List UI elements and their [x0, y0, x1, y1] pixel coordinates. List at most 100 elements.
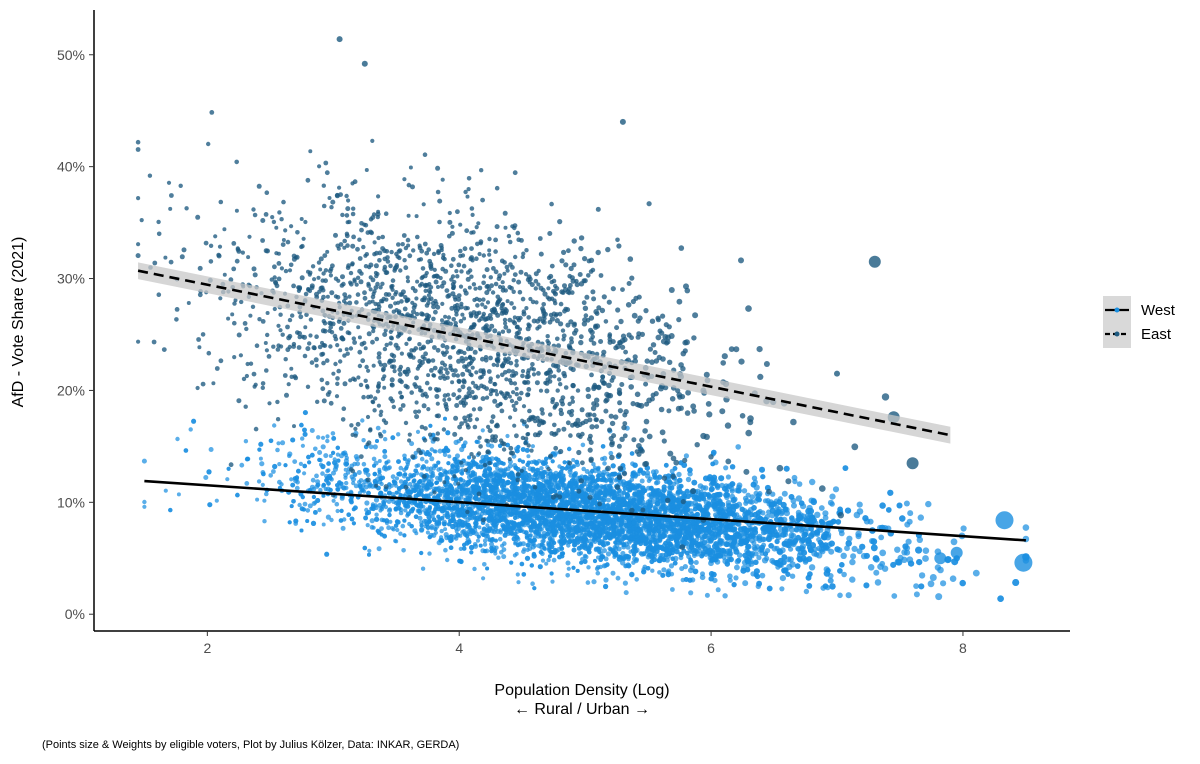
- data-point: [402, 453, 407, 459]
- data-point: [950, 538, 958, 546]
- data-point: [387, 465, 392, 470]
- data-point: [316, 435, 321, 440]
- data-point: [379, 506, 385, 512]
- data-point: [803, 588, 810, 595]
- data-point: [874, 579, 882, 586]
- data-point: [818, 505, 825, 511]
- data-point: [191, 418, 197, 424]
- data-point: [566, 566, 571, 571]
- data-point: [349, 474, 355, 480]
- data-point: [913, 583, 919, 589]
- data-point: [623, 590, 629, 596]
- data-point: [376, 546, 382, 552]
- data-point: [585, 580, 591, 585]
- data-point: [844, 545, 850, 552]
- data-point: [501, 547, 507, 552]
- data-point: [870, 538, 878, 545]
- data-point: [328, 487, 333, 493]
- data-point: [208, 447, 214, 452]
- data-point: [565, 573, 570, 578]
- data-point: [369, 524, 375, 530]
- data-point: [903, 500, 910, 507]
- data-point: [841, 571, 847, 578]
- data-point: [788, 532, 795, 539]
- data-point: [372, 478, 378, 484]
- data-point: [918, 583, 925, 590]
- data-point: [406, 458, 411, 463]
- data-point: [796, 481, 803, 487]
- data-point: [526, 454, 531, 459]
- data-point: [849, 558, 856, 566]
- data-point: [480, 428, 485, 433]
- data-point: [453, 439, 459, 445]
- data-point: [335, 508, 340, 514]
- data-points: [135, 36, 1033, 602]
- data-point: [424, 459, 429, 464]
- data-point: [302, 501, 308, 507]
- data-point: [809, 478, 816, 486]
- data-point: [300, 436, 305, 441]
- data-point: [501, 554, 507, 560]
- data-point: [530, 581, 535, 586]
- data-point: [483, 469, 488, 474]
- data-point: [716, 526, 723, 532]
- data-point: [791, 474, 798, 481]
- data-point: [686, 500, 692, 506]
- data-point: [904, 521, 911, 528]
- data-point: [905, 538, 912, 545]
- data-point: [760, 510, 766, 516]
- data-point: [679, 508, 686, 515]
- data-point: [394, 539, 399, 544]
- data-point: [925, 500, 932, 508]
- data-point: [530, 444, 536, 449]
- data-point: [855, 533, 862, 540]
- data-point: [258, 456, 263, 461]
- data-point: [589, 542, 594, 546]
- data-point: [528, 477, 533, 482]
- data-point: [997, 595, 1004, 602]
- data-point: [745, 492, 751, 498]
- data-point: [704, 592, 710, 598]
- data-point: [292, 459, 298, 464]
- data-point: [244, 481, 250, 486]
- data-point: [447, 454, 452, 459]
- data-point: [734, 564, 740, 571]
- data-point: [268, 473, 274, 478]
- data-point: [832, 486, 840, 493]
- data-point: [578, 551, 584, 556]
- data-point: [361, 461, 367, 467]
- data-point: [331, 470, 336, 476]
- data-point: [429, 526, 434, 531]
- data-point: [676, 471, 682, 478]
- data-point: [437, 448, 443, 454]
- data-point: [622, 580, 629, 586]
- data-point: [972, 569, 980, 577]
- data-point: [654, 479, 661, 485]
- data-point: [913, 591, 920, 598]
- data-point: [163, 488, 168, 493]
- data-point: [317, 507, 322, 513]
- data-point: [433, 449, 438, 454]
- data-point: [458, 546, 463, 552]
- data-point: [486, 528, 492, 533]
- data-point: [591, 579, 597, 585]
- data-point: [477, 525, 482, 530]
- data-point: [813, 551, 820, 558]
- data-point: [1022, 524, 1030, 531]
- data-point: [878, 534, 885, 541]
- data-point: [268, 438, 274, 444]
- data-point: [610, 570, 616, 576]
- data-point: [398, 510, 404, 516]
- data-point: [339, 495, 345, 501]
- data-point: [581, 466, 586, 472]
- data-point: [439, 528, 444, 534]
- data-point: [789, 573, 796, 579]
- data-point: [608, 450, 614, 456]
- data-point: [384, 460, 389, 465]
- data-point: [525, 543, 531, 548]
- data-point: [321, 522, 326, 527]
- data-point: [314, 473, 319, 479]
- data-point: [828, 548, 835, 555]
- data-point: [344, 485, 349, 491]
